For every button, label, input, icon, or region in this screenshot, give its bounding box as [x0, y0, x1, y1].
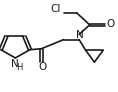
Text: Cl: Cl [50, 4, 61, 14]
Text: O: O [106, 19, 114, 29]
Text: H: H [16, 63, 22, 72]
Text: N: N [76, 30, 84, 39]
Text: O: O [38, 62, 47, 72]
Text: N: N [11, 59, 19, 69]
